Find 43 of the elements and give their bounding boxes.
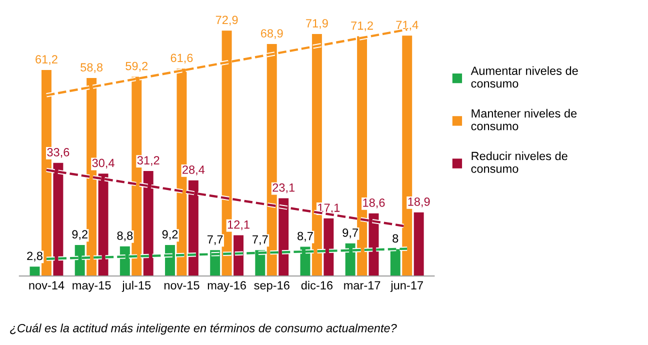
legend-label: Reducir niveles de consumo: [471, 152, 568, 173]
data-label: 8: [392, 234, 398, 243]
bar: [414, 212, 424, 276]
data-label: 71,4: [396, 20, 418, 31]
data-label: 68,9: [260, 29, 283, 39]
bar: [30, 266, 40, 276]
data-label: 8,7: [298, 232, 313, 242]
data-label: 9,7: [342, 228, 358, 238]
text: ¿Cuál es la actitud más inteligente en términos de consumo actualmente?: [10, 324, 397, 335]
data-label: 9,2: [72, 230, 88, 240]
x-tick-label: sep-16: [254, 281, 290, 292]
x-tick-label: jul-15: [122, 280, 151, 292]
data-label: 33,6: [47, 148, 70, 158]
data-label: 28,4: [182, 166, 205, 176]
bar: [324, 218, 334, 276]
data-label: 61,6: [170, 54, 193, 64]
bar: [234, 235, 244, 276]
data-label: 59,2: [126, 62, 148, 72]
data-label: 18,6: [363, 198, 385, 208]
x-tick-label: may-15: [72, 281, 111, 292]
x-tick-label: jun-17: [390, 280, 423, 292]
data-label: 31,2: [137, 156, 160, 166]
data-label: 30,4: [92, 158, 114, 169]
x-tick-label: may-16: [208, 281, 246, 292]
legend-label: Mantener niveles de consumo: [471, 108, 577, 130]
x-tick-label: nov-15: [164, 281, 200, 290]
data-label: 71,2: [351, 21, 373, 32]
data-label: 7,7: [252, 235, 268, 245]
x-tick-label: dic-16: [301, 280, 333, 290]
data-label: 61,2: [36, 55, 58, 65]
data-label: 71,9: [306, 19, 328, 29]
data-label: 58,8: [80, 63, 103, 73]
legend-label: Aumentar niveles de consumo: [470, 66, 578, 88]
data-label: 7,7: [207, 235, 223, 245]
x-tick-label: mar-17: [344, 281, 380, 290]
data-label: 23,1: [272, 183, 295, 194]
data-label: 12,1: [228, 220, 250, 230]
x-tick-label: nov-14: [29, 281, 64, 290]
data-label: 2,8: [27, 252, 42, 262]
data-label: 9,2: [162, 230, 178, 240]
data-label: 18,9: [408, 198, 430, 208]
data-label: 8,8: [117, 232, 133, 242]
data-label: 72,9: [216, 16, 238, 26]
